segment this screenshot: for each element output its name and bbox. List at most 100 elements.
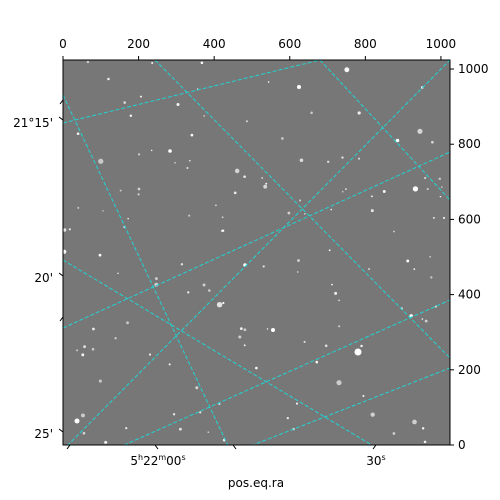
star — [114, 337, 117, 340]
star — [423, 440, 427, 444]
star — [432, 216, 435, 219]
star — [218, 403, 221, 406]
star — [199, 411, 202, 414]
grid-line — [154, 60, 450, 359]
right-tick-label: 400 — [458, 288, 481, 302]
image-background — [63, 60, 450, 445]
star — [239, 327, 243, 331]
star — [76, 132, 80, 135]
star — [174, 162, 176, 164]
star — [98, 379, 102, 383]
star — [417, 128, 423, 134]
star — [362, 394, 365, 398]
star — [186, 167, 189, 170]
star — [299, 199, 302, 202]
star — [263, 184, 268, 189]
star — [370, 195, 373, 198]
star — [83, 345, 87, 349]
star — [125, 426, 128, 430]
star — [176, 103, 180, 107]
right-tick-label: 200 — [458, 363, 481, 377]
star — [315, 360, 319, 364]
star — [442, 216, 446, 220]
top-tick-label: 800 — [354, 37, 377, 51]
star — [439, 195, 442, 198]
star — [155, 277, 158, 280]
star — [117, 272, 119, 275]
ra-label-2: 30s — [366, 453, 385, 468]
star — [91, 347, 95, 351]
star — [370, 412, 375, 417]
grid-line — [251, 367, 450, 445]
star — [129, 114, 133, 117]
star — [222, 301, 225, 305]
star — [286, 416, 289, 420]
star — [98, 253, 102, 257]
grid-line — [63, 259, 373, 445]
star — [196, 88, 199, 90]
star — [180, 263, 184, 266]
bright-star — [354, 348, 362, 356]
star — [370, 209, 374, 213]
grid-line — [63, 60, 321, 124]
star — [172, 413, 176, 416]
dec-label-2: 20' — [34, 271, 53, 285]
star — [406, 259, 410, 263]
grid-line — [63, 94, 229, 445]
star — [203, 115, 205, 117]
star — [127, 217, 129, 220]
star — [222, 229, 225, 232]
grid-line — [319, 60, 450, 201]
star — [334, 291, 338, 295]
dec-label-3: 25' — [34, 427, 53, 441]
star — [137, 153, 141, 156]
star — [148, 353, 152, 356]
star — [357, 111, 361, 115]
star — [82, 431, 86, 435]
top-tick-label: 400 — [203, 37, 226, 51]
bright-star — [297, 85, 301, 89]
top-tick-label: 1000 — [426, 37, 457, 51]
star — [395, 138, 400, 143]
star — [338, 325, 341, 328]
star — [243, 344, 246, 347]
star — [341, 190, 344, 193]
right-tick-label: 1000 — [458, 62, 489, 76]
star — [438, 177, 442, 181]
star — [81, 413, 85, 418]
star — [92, 327, 95, 331]
star — [287, 211, 291, 215]
star — [266, 328, 269, 330]
star — [63, 249, 67, 254]
star — [328, 249, 331, 252]
star — [77, 206, 80, 209]
plot-frame — [62, 59, 451, 446]
star — [424, 319, 428, 323]
star — [431, 140, 434, 144]
star — [221, 216, 224, 219]
star — [126, 321, 129, 325]
star — [81, 353, 85, 357]
star — [208, 289, 211, 292]
star — [107, 77, 110, 81]
star — [189, 159, 191, 162]
star — [430, 276, 433, 279]
star — [392, 432, 396, 435]
star — [200, 61, 204, 65]
star — [151, 61, 154, 65]
star — [190, 133, 194, 137]
star — [137, 187, 141, 191]
star — [68, 228, 71, 231]
star — [421, 427, 425, 430]
star — [382, 190, 386, 193]
top-tick-label: 600 — [278, 37, 301, 51]
ra-label-1: 5h22m00s — [130, 453, 185, 468]
star — [338, 299, 340, 302]
star — [63, 228, 67, 232]
star — [261, 177, 264, 179]
star — [360, 344, 363, 348]
star — [324, 344, 328, 348]
star — [413, 268, 416, 271]
top-tick-label: 0 — [59, 37, 67, 51]
